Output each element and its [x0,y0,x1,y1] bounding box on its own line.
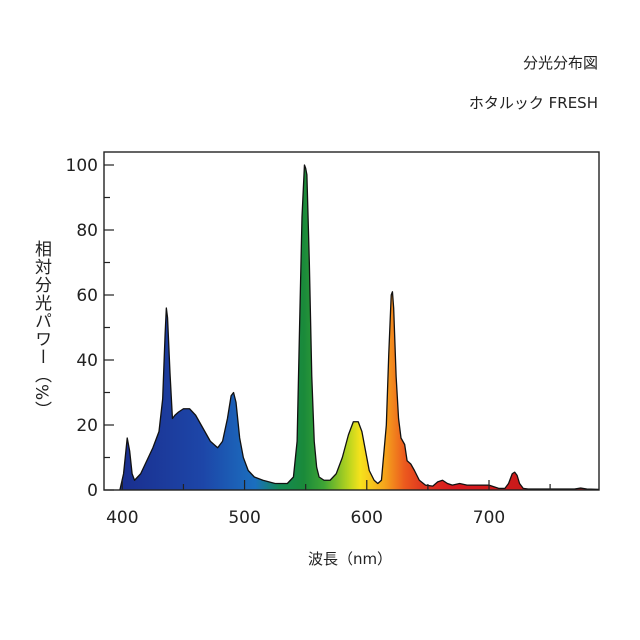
y-tick-label: 60 [76,286,98,306]
y-tick-label: 20 [76,416,98,436]
x-tick-label: 700 [473,508,505,528]
y-tick-label: 100 [66,156,98,176]
x-axis-label: 波長（nm） [307,550,393,568]
plot-frame [103,151,600,491]
x-tick-label: 500 [228,508,260,528]
spectrum-area-series-0 [119,165,599,490]
spectrum-outline-series-0 [119,164,600,491]
x-tick-label: 400 [106,508,138,528]
y-tick-label: 40 [76,351,98,371]
chart-title: 分光分布図 [522,54,598,72]
y-axis-label: 相対分光パワー（%） [31,240,51,420]
y-tick-label: 0 [87,481,98,501]
series-layer [119,164,600,491]
x-tick-label: 600 [351,508,383,528]
chart-subtitle: ホタルック FRESH [468,94,598,112]
y-tick-label: 80 [76,221,98,241]
axis-layer: 400 500 600 700 0 20 40 60 80 100 [66,156,551,528]
